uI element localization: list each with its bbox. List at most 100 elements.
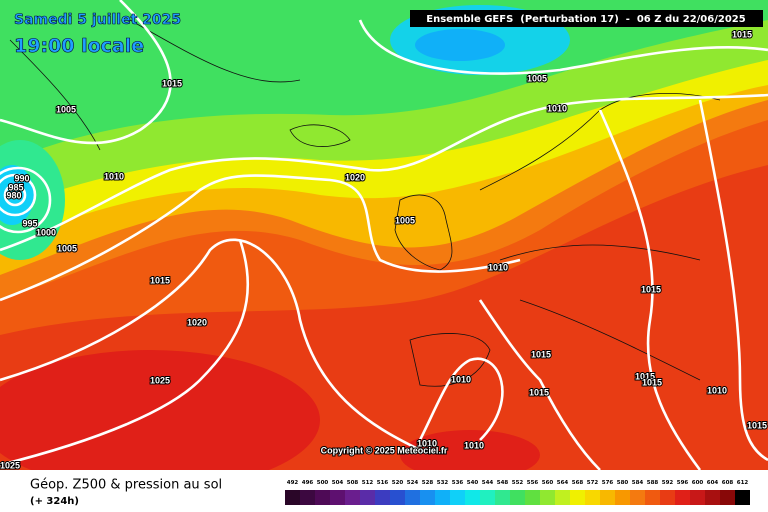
scale-swatch — [420, 490, 435, 505]
isobar-label: 1005 — [56, 104, 76, 114]
scale-swatch — [615, 490, 630, 505]
isobar-label: 1015 — [635, 371, 655, 381]
isobar-label: 995 — [22, 218, 37, 228]
isobar-label: 1010 — [104, 171, 124, 181]
scale-swatch — [705, 490, 720, 505]
scale-swatch — [660, 490, 675, 505]
scale-swatch — [285, 490, 300, 505]
isobar-label: 1010 — [417, 438, 437, 448]
scale-label: 492 — [287, 480, 299, 486]
isobar-label: 1005 — [527, 73, 547, 83]
isobars — [0, 0, 768, 467]
scale-label: 528 — [422, 480, 434, 486]
scale-swatch — [390, 490, 405, 505]
field — [0, 0, 768, 490]
scale-label: 596 — [677, 480, 689, 486]
isobar-label: 980 — [6, 190, 21, 200]
scale-label: 520 — [392, 480, 404, 486]
scale-label: 560 — [542, 480, 554, 486]
scale-swatch — [525, 490, 540, 505]
isobar-label: 985 — [8, 182, 23, 192]
isobar-label: 990 — [14, 173, 29, 183]
scale-swatch — [330, 490, 345, 505]
scale-label: 564 — [557, 480, 569, 486]
isobar-label: 1000 — [36, 227, 56, 237]
scale-swatch — [375, 490, 390, 505]
scale-label: 592 — [662, 480, 674, 486]
scale-label: 496 — [302, 480, 314, 486]
lead-time: (+ 324h) — [30, 496, 79, 507]
isobar-label: 1010 — [547, 103, 567, 113]
scale-label: 544 — [482, 480, 494, 486]
isobar-label: 1015 — [150, 275, 170, 285]
scale-swatch — [345, 490, 360, 505]
scale-label: 608 — [722, 480, 734, 486]
copyright: Copyright © 2025 Meteociel.fr — [321, 445, 448, 455]
isobar-label: 1010 — [464, 440, 484, 450]
scale-swatch — [405, 490, 420, 505]
scale-label: 576 — [602, 480, 614, 486]
scale-label: 552 — [512, 480, 524, 486]
isobar-label: 1015 — [747, 420, 767, 430]
scale-label: 584 — [632, 480, 644, 486]
scale-swatch — [540, 490, 555, 505]
local-time: 19:00 locale — [14, 35, 144, 57]
scale-label: 612 — [737, 480, 749, 486]
isobar-label: 1010 — [488, 262, 508, 272]
scale-swatch — [555, 490, 570, 505]
isobar-label: 1005 — [395, 215, 415, 225]
scale-label: 568 — [572, 480, 584, 486]
scale-swatch — [675, 490, 690, 505]
scale-swatch — [510, 490, 525, 505]
scale-label: 572 — [587, 480, 599, 486]
isobar-label: 1015 — [732, 29, 752, 39]
isobar-label: 1015 — [642, 377, 662, 387]
scale-label: 548 — [497, 480, 509, 486]
run-info: Ensemble GEFS (Perturbation 17) - 06 Z d… — [426, 14, 745, 25]
scale-label: 540 — [467, 480, 479, 486]
scale-label: 512 — [362, 480, 374, 486]
scale-swatch — [435, 490, 450, 505]
isobar-label: 1015 — [162, 78, 182, 88]
footer-title: Géop. Z500 & pression au sol — [30, 478, 222, 493]
isobar-label: 1020 — [345, 172, 365, 182]
run-box — [410, 10, 763, 27]
scale-swatch — [480, 490, 495, 505]
scale-label: 504 — [332, 480, 344, 486]
scale-label: 600 — [692, 480, 704, 486]
scale-label: 508 — [347, 480, 359, 486]
scale-swatch — [585, 490, 600, 505]
isobar-label: 1010 — [451, 374, 471, 384]
isobar-label: 1005 — [57, 243, 77, 253]
scale-swatch — [645, 490, 660, 505]
scale-label: 524 — [407, 480, 419, 486]
scale-swatch — [450, 490, 465, 505]
scale-swatch — [600, 490, 615, 505]
scale-swatch — [465, 490, 480, 505]
scale-swatch — [570, 490, 585, 505]
scale-label: 532 — [437, 480, 449, 486]
isobar-label: 1015 — [641, 284, 661, 294]
isobar-label: 1010 — [707, 385, 727, 395]
scale-swatch — [720, 490, 735, 505]
scale-swatch — [735, 490, 750, 505]
isobar-label: 1020 — [187, 317, 207, 327]
scale-label: 536 — [452, 480, 464, 486]
scale-swatch — [630, 490, 645, 505]
scale-swatch — [300, 490, 315, 505]
isobar-label: 1025 — [150, 375, 170, 385]
scale-swatch — [315, 490, 330, 505]
scale-swatch — [360, 490, 375, 505]
isobar-label: 1025 — [0, 460, 20, 470]
scale-swatch — [495, 490, 510, 505]
scale-label: 556 — [527, 480, 539, 486]
date: Samedi 5 juillet 2025 — [14, 12, 181, 28]
scale-swatch — [690, 490, 705, 505]
color-scale: 492 496 500 504 508 512 516 520 524 528 532 536 540 5… — [285, 480, 750, 505]
scale-label: 500 — [317, 480, 329, 486]
scale-label: 604 — [707, 480, 719, 486]
scale-label: 516 — [377, 480, 389, 486]
